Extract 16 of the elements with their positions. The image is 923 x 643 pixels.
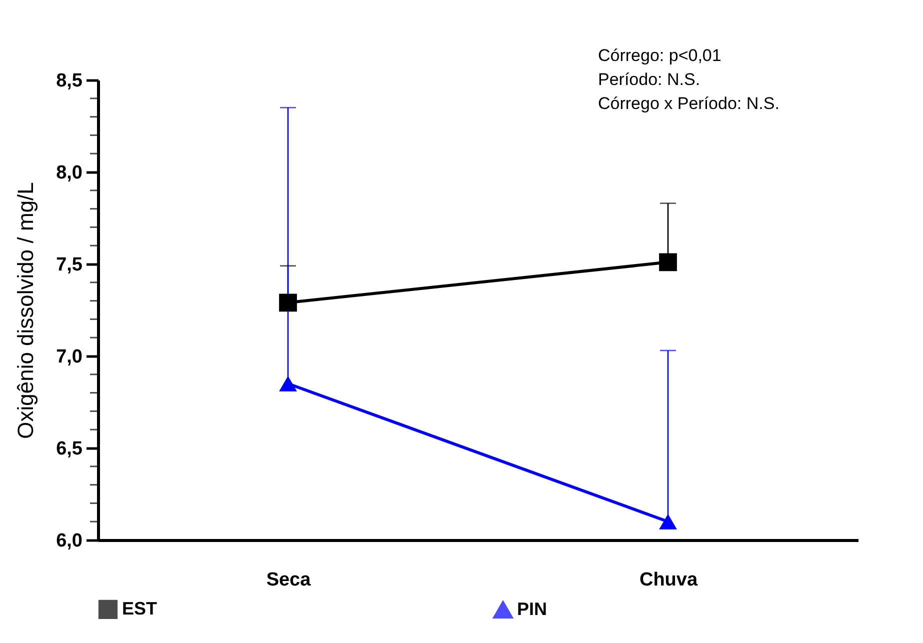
point (659, 253, 677, 272)
legend-label: PIN (517, 599, 548, 620)
y-tick-label: 8,5 (56, 70, 83, 92)
x-tick-label: Seca (266, 570, 312, 590)
legend-label: EST (122, 598, 158, 618)
y-axis-title: Oxigênio dissolvido / mg/L (13, 182, 38, 439)
text: Córrego: p<0,01 (598, 46, 722, 65)
y-tick-label: 6,5 (56, 438, 83, 460)
x-tick-label: Chuva (639, 570, 698, 590)
point (279, 294, 297, 312)
text: 6,0 (56, 530, 82, 552)
y-tick-label: 8,0 (56, 162, 82, 184)
annotation: Córrego x Período: N.S. (598, 94, 780, 113)
annotation: Período: N.S. (598, 70, 700, 89)
y-tick-label: 7,0 (56, 346, 82, 368)
y-tick-label: 7,5 (56, 254, 83, 276)
